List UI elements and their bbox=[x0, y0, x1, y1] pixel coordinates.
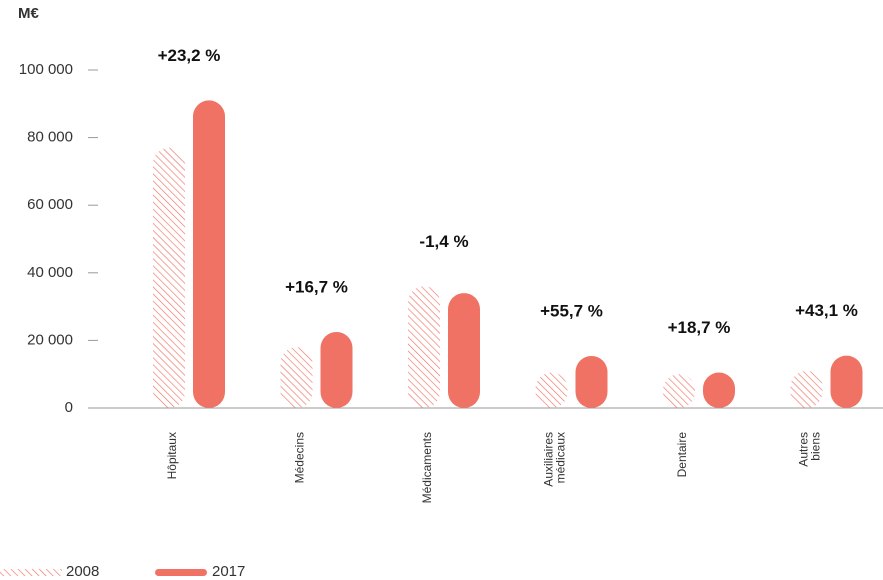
legend-label: 2008 bbox=[66, 563, 99, 580]
bar bbox=[193, 100, 225, 409]
y-axis-label: M€ bbox=[18, 5, 39, 22]
annotation: -1,4 % bbox=[419, 232, 468, 251]
y-tick-label: 0 bbox=[65, 399, 73, 416]
x-tick-label: Auxiliairesmédicaux bbox=[542, 432, 568, 487]
y-tick-label: 60 000 bbox=[27, 196, 73, 213]
legend-swatch bbox=[0, 569, 62, 576]
annotation: +43,1 % bbox=[795, 301, 858, 320]
y-tick-label: 40 000 bbox=[27, 264, 73, 281]
annotation: +16,7 % bbox=[285, 277, 348, 296]
x-tick-label: Autresbiens bbox=[797, 432, 823, 467]
annotation: +18,7 % bbox=[668, 318, 731, 337]
bar bbox=[448, 293, 480, 408]
bar bbox=[320, 331, 353, 408]
bar bbox=[535, 372, 568, 408]
legend-swatch bbox=[155, 569, 207, 576]
bar bbox=[663, 374, 695, 408]
bar bbox=[408, 286, 440, 408]
y-tick-label: 80 000 bbox=[27, 129, 73, 146]
x-tick-label: Dentaire bbox=[675, 432, 689, 478]
annotation: +23,2 % bbox=[158, 46, 221, 65]
legend-label: 2017 bbox=[212, 563, 245, 580]
y-tick-label: 100 000 bbox=[19, 61, 73, 78]
bar bbox=[280, 347, 313, 408]
bar bbox=[790, 370, 823, 408]
annotation: +55,7 % bbox=[540, 301, 603, 320]
bar bbox=[575, 355, 608, 408]
y-tick-label: 20 000 bbox=[27, 331, 73, 348]
x-tick-label: Hôpitaux bbox=[165, 432, 179, 479]
x-tick-label: Médecins bbox=[293, 432, 307, 483]
x-tick-label: Médicaments bbox=[420, 432, 434, 503]
bar bbox=[153, 147, 185, 409]
bar bbox=[830, 355, 863, 408]
bar bbox=[703, 372, 735, 408]
